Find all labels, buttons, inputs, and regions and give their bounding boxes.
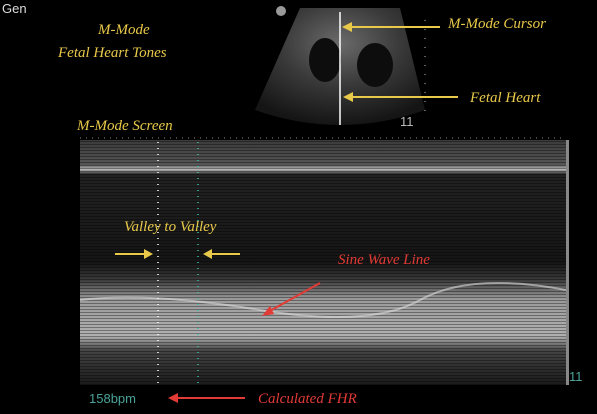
depth-label: 11 [569,369,583,384]
arrow-head [144,249,153,259]
arrow [267,282,321,313]
annotation: Fetal Heart [469,90,541,106]
scale-bar [566,140,569,385]
arrow-head [262,306,274,316]
annotation: Sine Wave Line [338,252,430,268]
annotation: Fetal Heart Tones [57,45,167,61]
depth-label: 11 [400,114,414,129]
heart-rate: 158bpm [89,391,136,406]
annotation: Calculated FHR [258,391,357,407]
heart-chamber [309,38,341,82]
mmode-texture [80,140,566,385]
annotation: M-Mode [97,22,150,38]
annotation: Valley to Valley [124,219,217,235]
arrow-head [203,249,212,259]
marker [276,6,286,16]
arrow-head [342,22,352,32]
annotation: M-Mode Screen [76,118,173,134]
preset: Gen [2,1,27,16]
sine-wave [79,281,567,319]
arrow-head [168,393,178,403]
arrow-head [343,92,353,102]
annotation: M-Mode Cursor [447,16,546,32]
heart-chamber [357,43,393,87]
